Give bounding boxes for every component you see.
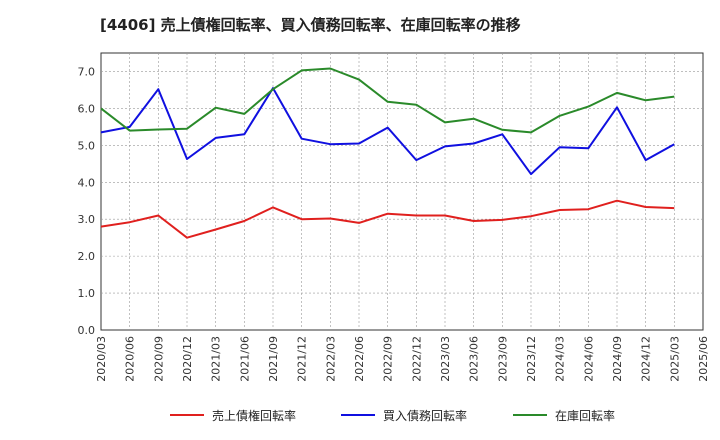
y-tick-label: 0.0 — [78, 324, 96, 337]
y-tick-label: 2.0 — [78, 250, 96, 263]
series-line-3 — [100, 67, 675, 134]
x-tick-label: 2021/03 — [210, 336, 223, 382]
x-tick-label: 2021/06 — [238, 336, 251, 382]
x-tick-label: 2024/12 — [640, 336, 653, 382]
x-tick-label: 2022/03 — [324, 336, 337, 382]
x-tick-label: 2024/06 — [582, 336, 595, 382]
legend-label-2: 買入債務回転率 — [383, 408, 467, 423]
x-tick-label: 2022/09 — [382, 336, 395, 382]
y-tick-label: 3.0 — [78, 213, 96, 226]
y-tick-label: 6.0 — [78, 102, 96, 115]
x-tick-label: 2025/06 — [697, 336, 710, 382]
x-tick-label: 2020/06 — [124, 336, 137, 382]
x-tick-label: 2024/03 — [554, 336, 567, 382]
x-tick-label: 2023/06 — [468, 336, 481, 382]
series-line-1 — [100, 199, 675, 239]
legend-label-1: 売上債権回転率 — [212, 408, 296, 423]
y-tick-label: 4.0 — [78, 176, 96, 189]
x-tick-label: 2020/09 — [152, 336, 165, 382]
x-tick-label: 2020/03 — [95, 336, 108, 382]
x-tick-label: 2023/09 — [496, 336, 509, 382]
chart-title: [4406] 売上債権回転率、買入債務回転率、在庫回転率の推移 — [100, 16, 521, 34]
x-tick-label: 2023/12 — [525, 336, 538, 382]
x-tick-label: 2025/03 — [668, 336, 681, 382]
x-tick-label: 2023/03 — [439, 336, 452, 382]
x-tick-label: 2021/09 — [267, 336, 280, 382]
y-tick-label: 1.0 — [78, 287, 96, 300]
y-tick-label: 5.0 — [78, 139, 96, 152]
x-tick-label: 2024/09 — [611, 336, 624, 382]
x-tick-label: 2022/12 — [410, 336, 423, 382]
y-tick-label: 7.0 — [78, 65, 96, 78]
series-line-2 — [100, 87, 675, 176]
plot-area — [100, 52, 704, 331]
x-tick-label: 2021/12 — [296, 336, 309, 382]
legend-label-3: 在庫回転率 — [555, 408, 615, 423]
x-tick-label: 2020/12 — [181, 336, 194, 382]
x-tick-label: 2022/06 — [353, 336, 366, 382]
